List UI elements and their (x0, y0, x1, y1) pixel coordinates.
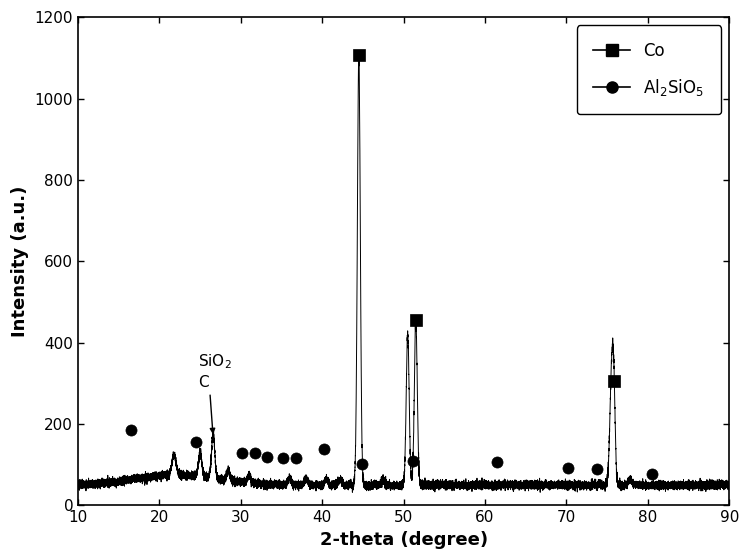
X-axis label: 2-theta (degree): 2-theta (degree) (320, 531, 488, 549)
Text: C: C (199, 375, 209, 390)
Legend: Co, Al$_2$SiO$_5$: Co, Al$_2$SiO$_5$ (577, 25, 721, 114)
Text: SiO$_2$: SiO$_2$ (199, 352, 232, 371)
Y-axis label: Intensity (a.u.): Intensity (a.u.) (11, 185, 29, 337)
